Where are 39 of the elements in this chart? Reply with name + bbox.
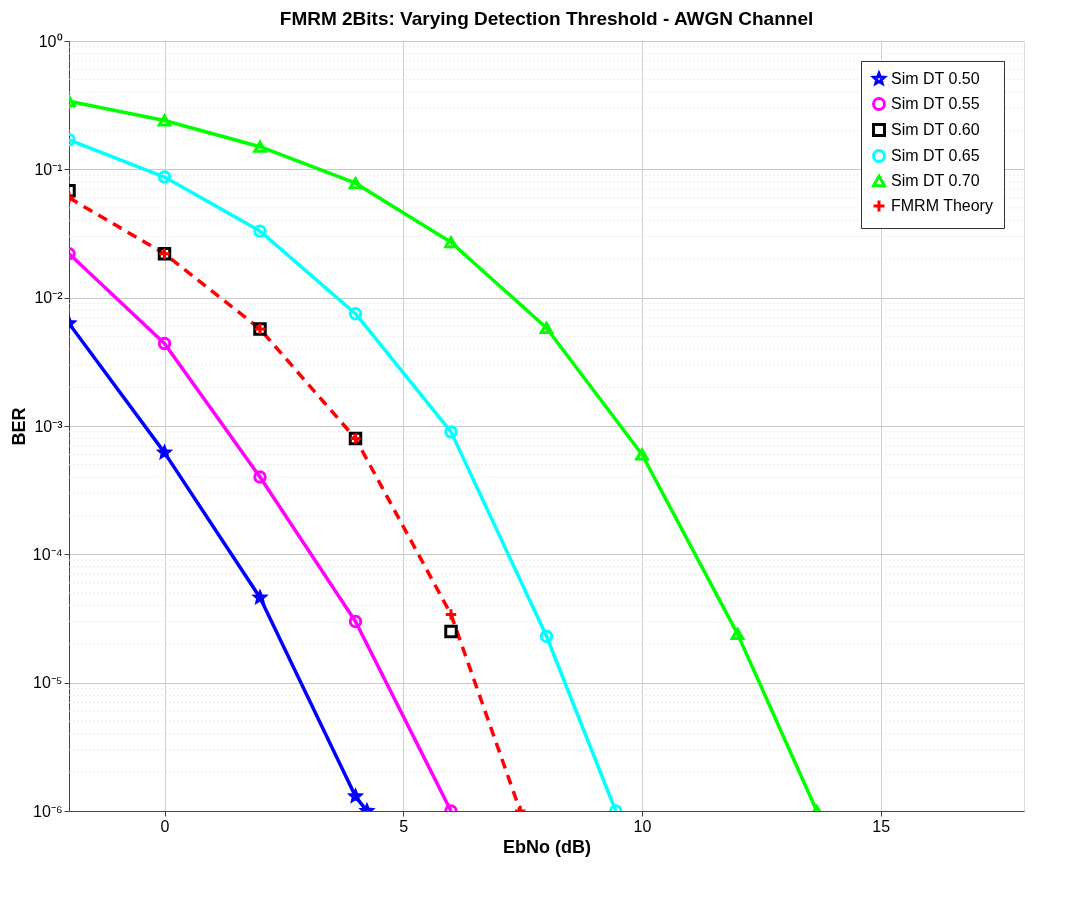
point	[253, 140, 267, 153]
point	[444, 236, 458, 249]
y-tick-label: 10⁻⁶	[33, 802, 63, 820]
y-tick-label: 10⁻¹	[34, 160, 63, 178]
x-tick-label: 10	[633, 817, 652, 835]
y-tick-label: 10⁻⁵	[33, 674, 63, 692]
point	[348, 614, 363, 629]
x-tick-label: 15	[872, 817, 891, 835]
point	[253, 470, 267, 484]
point	[157, 336, 172, 351]
point	[348, 306, 363, 321]
legend-label: Sim DT 0.60	[891, 121, 980, 138]
point	[253, 224, 267, 238]
legend-label: Sim DT 0.65	[891, 147, 980, 164]
point	[347, 787, 364, 804]
y-axis-title: BER	[8, 407, 29, 446]
point	[444, 624, 458, 639]
point	[539, 629, 554, 643]
legend-label: Sim DT 0.55	[891, 95, 980, 112]
point	[157, 114, 172, 127]
y-tick-label: 10⁻⁴	[32, 545, 63, 563]
point	[730, 627, 745, 640]
point	[251, 588, 269, 605]
chart-title: FMRM 2Bits: Varying Detection Threshold - AWGN Channel	[279, 8, 814, 29]
legend-label: Sim DT 0.50	[891, 70, 980, 87]
y-tick-label: 10⁻³	[34, 417, 64, 435]
point	[539, 321, 554, 335]
x-axis-title: EbNo (dB)	[503, 836, 591, 857]
y-tick-label: 10⁰	[38, 32, 63, 50]
point	[635, 448, 649, 461]
x-tick-label: 0	[160, 817, 170, 835]
point	[348, 177, 363, 190]
point	[157, 170, 172, 184]
point	[444, 425, 458, 439]
legend-label: Sim DT 0.70	[891, 172, 980, 189]
point	[156, 443, 173, 460]
y-tick-label: 10⁻²	[34, 289, 64, 307]
legend-label: FMRM Theory	[891, 197, 993, 214]
x-tick-label: 5	[399, 817, 409, 835]
